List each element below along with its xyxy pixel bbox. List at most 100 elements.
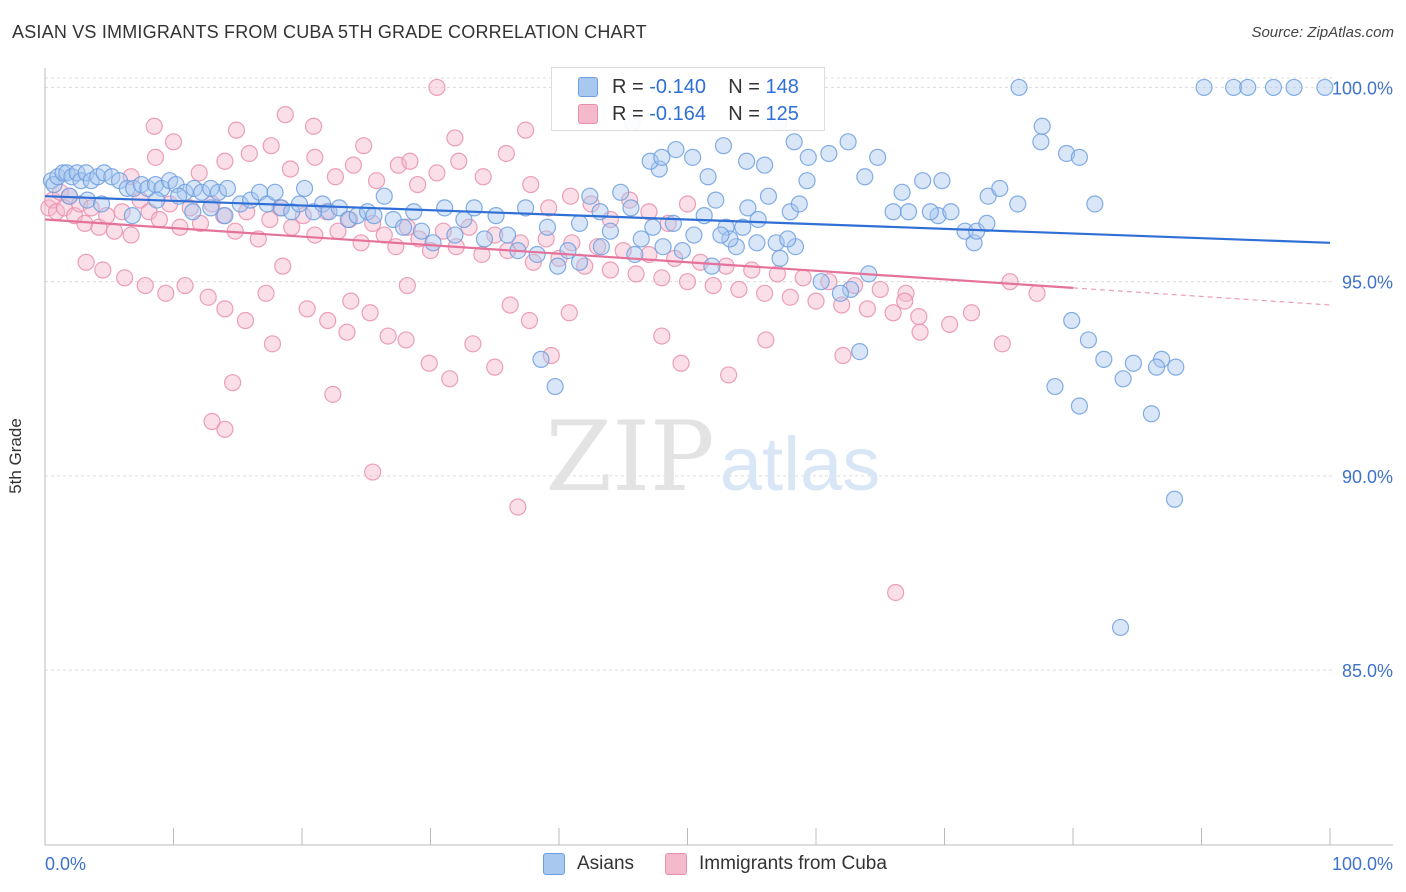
points-immigrants-from-cuba [40, 78, 1046, 602]
cuba-point [794, 269, 812, 287]
asian-point [851, 343, 869, 361]
asian-point [123, 207, 141, 225]
cuba-point [176, 276, 194, 295]
bottom-legend-cuba: Immigrants from Cuba [665, 852, 887, 876]
cuba-point [653, 269, 671, 287]
asian-point [412, 222, 431, 240]
asian-point [375, 187, 393, 205]
asian-point [1046, 377, 1064, 396]
cuba-point [164, 133, 183, 151]
y-tick-label: 100.0% [1332, 78, 1393, 98]
n-label: N = [728, 102, 760, 125]
asian-point [759, 187, 778, 205]
cuba-point [474, 168, 492, 186]
cuba-point [306, 148, 324, 166]
asian-point [216, 207, 234, 225]
asian-point [831, 284, 850, 302]
cuba-point [326, 168, 345, 186]
y-tick-label: 90.0% [1342, 467, 1393, 487]
cuba-point [150, 210, 168, 229]
asian-point [779, 230, 797, 248]
cuba-point [274, 257, 292, 275]
asian-point [209, 183, 228, 201]
asian-point [749, 210, 767, 229]
asian-point [893, 183, 911, 201]
cuba-point [263, 335, 282, 353]
asian-point [1095, 350, 1113, 368]
asian-point [734, 218, 752, 236]
asian-point [933, 172, 951, 190]
asian-point [644, 218, 662, 236]
cuba-point [398, 276, 416, 295]
asian-point [978, 214, 996, 232]
cuba-point [257, 284, 275, 302]
y-tick-label: 95.0% [1342, 273, 1393, 293]
cuba-point [146, 148, 165, 166]
cuba-point [401, 152, 419, 170]
cuba-point [122, 226, 140, 244]
asian-point [295, 179, 314, 198]
asian-point [1079, 331, 1098, 349]
asian-point [1010, 78, 1028, 97]
cuba-point [116, 269, 134, 287]
cuba-point [236, 311, 255, 330]
asian-point [436, 199, 454, 217]
cuba-point [678, 273, 697, 291]
grid-lines [45, 77, 1332, 671]
cuba-point [910, 308, 928, 326]
cuba-point [77, 253, 95, 271]
asian-point [714, 137, 733, 155]
asian-point [532, 350, 550, 368]
cuba-point [136, 276, 154, 295]
cuba-point [464, 335, 482, 353]
asian-point [799, 148, 817, 166]
r-value-cuba: -0.164 [649, 102, 706, 125]
asian-point [684, 148, 702, 166]
asian-point [812, 273, 830, 291]
asian-point [921, 203, 939, 221]
cuba-point [653, 327, 671, 345]
asian-point [929, 207, 947, 225]
cuba-point [262, 137, 280, 155]
cuba-point [561, 187, 580, 205]
asian-point [654, 238, 672, 256]
asian-point [1086, 195, 1104, 213]
cuba-point [1001, 273, 1019, 291]
asian-point [991, 179, 1009, 198]
cuba-point [428, 78, 446, 97]
legend-row-asians: R = -0.140 N = 148 [578, 75, 799, 99]
asian-point [869, 148, 887, 166]
cuba-point [501, 296, 519, 314]
asian-point [785, 133, 803, 151]
asian-point [581, 187, 599, 205]
cuba-point [678, 195, 697, 213]
cuba-point [896, 292, 914, 310]
asian-point [673, 241, 691, 260]
asian-point [1167, 358, 1185, 376]
asian-point [1165, 490, 1184, 508]
asian-point [528, 245, 546, 264]
cuba-point [781, 288, 799, 306]
asian-point [1147, 358, 1166, 376]
cuba-point [397, 331, 415, 349]
r-label: R = [612, 75, 644, 98]
cuba-point [281, 160, 300, 178]
asian-point [1032, 133, 1050, 151]
asian-point [667, 140, 685, 159]
asian-point [202, 199, 220, 217]
asian-point [1033, 117, 1051, 135]
asian-point [1195, 78, 1213, 97]
cuba-trend-line [44, 218, 1074, 289]
cuba-point [227, 121, 246, 139]
cuba-point [887, 583, 905, 602]
cuba-point [379, 327, 397, 345]
asian-point [914, 172, 932, 190]
cuba-point [486, 358, 504, 376]
cuba-point [672, 354, 690, 372]
asian-point [365, 207, 383, 225]
cuba-point [446, 129, 464, 147]
cuba-point [94, 261, 112, 279]
asian-point [570, 214, 589, 232]
cuba-legend-label: Immigrants from Cuba [699, 853, 887, 874]
